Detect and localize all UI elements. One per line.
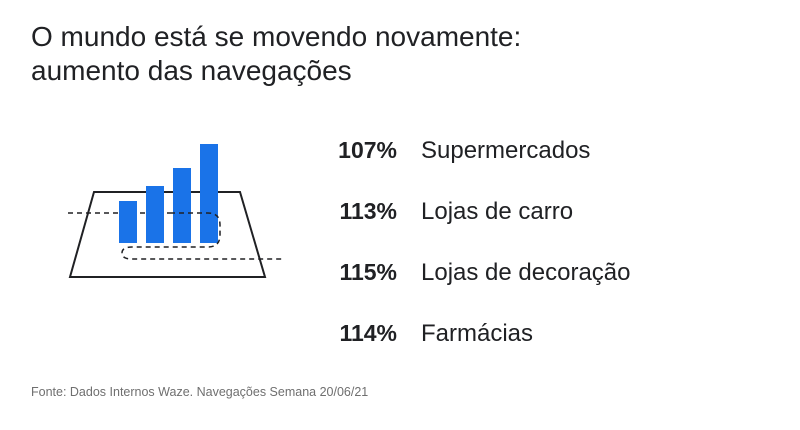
stat-row-lojas-de-carro: 113% Lojas de carro (320, 181, 780, 242)
title-line-2: aumento das navegações (31, 55, 352, 86)
map-outline-shape (68, 191, 267, 278)
stat-label: Lojas de decoração (421, 258, 631, 286)
stats-list: 107% Supermercados 113% Lojas de carro 1… (320, 120, 780, 364)
stat-percent: 107% (338, 137, 397, 163)
bar-3 (173, 168, 191, 243)
stat-row-farmacias: 114% Farmácias (320, 303, 780, 364)
bar-2 (146, 186, 164, 243)
source-note: Fonte: Dados Internos Waze. Navegações S… (31, 385, 369, 399)
stat-label: Farmácias (421, 319, 534, 347)
bar-1 (119, 201, 137, 243)
bar-chart-map-illustration (68, 144, 285, 278)
page-title: O mundo está se movendo novamente: aumen… (31, 20, 731, 88)
stat-row-lojas-de-decoracao: 115% Lojas de decoração (320, 242, 780, 303)
stat-percent: 114% (339, 320, 397, 346)
stat-label: Supermercados (421, 136, 591, 164)
title-line-1: O mundo está se movendo novamente: (31, 21, 522, 52)
stat-label: Lojas de carro (421, 197, 574, 225)
stat-row-supermercados: 107% Supermercados (320, 120, 780, 181)
bar-4 (200, 144, 218, 243)
stat-percent: 113% (339, 198, 397, 224)
stat-percent: 115% (339, 259, 397, 285)
